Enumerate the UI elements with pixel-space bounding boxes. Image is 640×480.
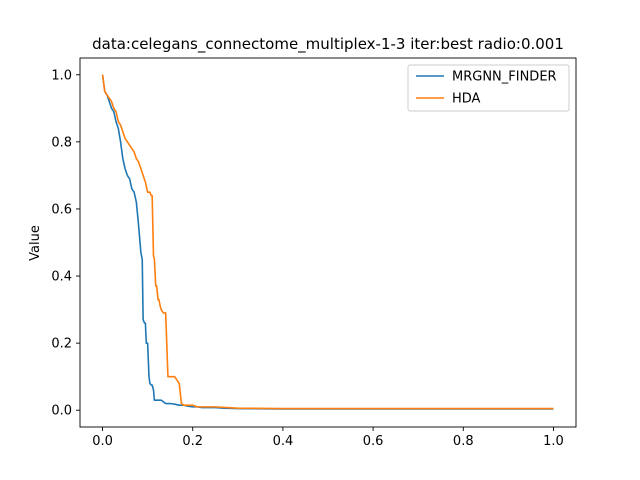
x-tick-label: 0.0: [92, 434, 113, 449]
legend-label-0: MRGNN_FINDER: [452, 70, 557, 85]
axes-layer: 0.0 0.2 0.4 0.6 0.8 1.0 0.0 0.2 0.4 0.6 0.8 1.0: [51, 57, 577, 449]
x-tick-label: 0.8: [453, 434, 474, 449]
legend-label-1: HDA: [452, 92, 481, 107]
y-tick-label: 0.8: [51, 135, 72, 150]
series-line-1: [101, 74, 554, 410]
y-tick-label: 0.0: [51, 404, 72, 419]
legend-box: [407, 64, 570, 112]
y-tick-label: 0.4: [51, 270, 72, 285]
x-tick-label: 0.2: [182, 434, 203, 449]
series-layer: [101, 74, 554, 410]
y-tick-label: 0.2: [51, 337, 72, 352]
x-tick-label: 0.6: [363, 434, 384, 449]
legend: MRGNN_FINDER HDA: [407, 64, 570, 112]
y-axis-label: Value: [28, 225, 43, 261]
chart-title: data:celegans_connectome_multiplex-1-3 i…: [92, 35, 564, 54]
y-tick-label: 1.0: [51, 68, 72, 83]
y-tick-label: 0.6: [51, 202, 72, 217]
plot-frame: [79, 57, 577, 428]
x-tick-label: 1.0: [543, 434, 564, 449]
x-tick-label: 0.4: [273, 434, 294, 449]
